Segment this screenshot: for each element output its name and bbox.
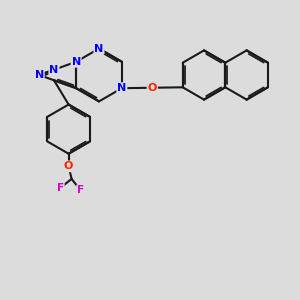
Text: N: N [71, 57, 81, 67]
Text: N: N [117, 83, 127, 93]
Text: N: N [49, 65, 58, 75]
Text: O: O [64, 161, 73, 171]
Text: N: N [94, 44, 103, 54]
Text: O: O [148, 83, 157, 93]
Text: F: F [77, 185, 84, 195]
Text: N: N [34, 70, 44, 80]
Text: F: F [57, 183, 64, 193]
